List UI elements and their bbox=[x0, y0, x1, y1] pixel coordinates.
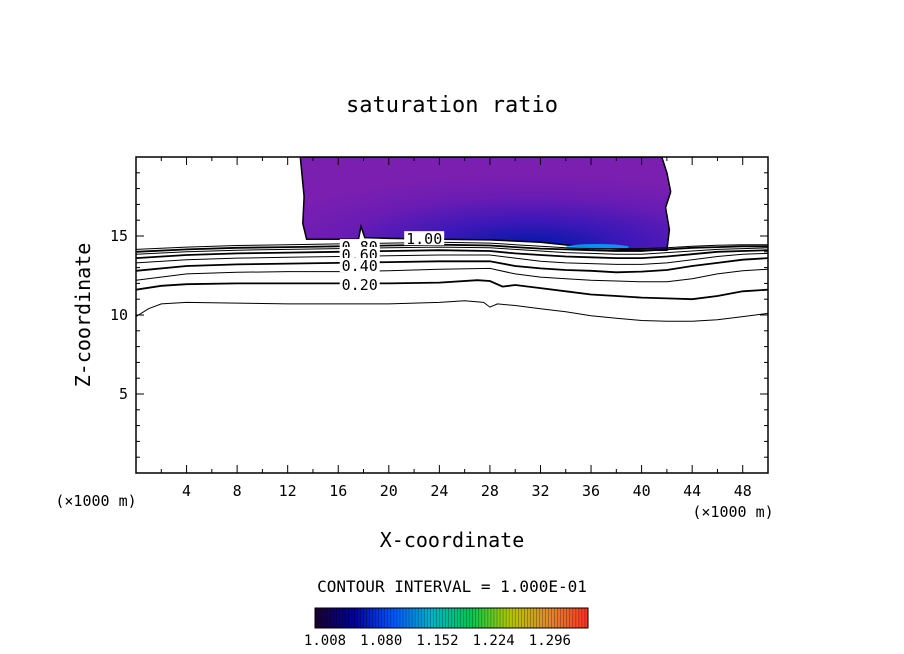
y-tick-label: 5 bbox=[119, 385, 128, 403]
x-axis-unit: (×1000 m) bbox=[692, 503, 773, 521]
x-tick-label: 12 bbox=[279, 482, 297, 500]
colorbar-tick-label: 1.296 bbox=[529, 633, 571, 649]
x-axis-label: X-coordinate bbox=[380, 528, 525, 552]
contour-line bbox=[136, 241, 768, 250]
contour-label-bg bbox=[404, 231, 445, 246]
x-tick-label: 16 bbox=[329, 482, 347, 500]
contour-labels: 1.000.800.600.400.20 bbox=[339, 230, 445, 294]
contour-line bbox=[136, 279, 768, 301]
x-tick-label: 24 bbox=[430, 482, 448, 500]
contour-line bbox=[136, 252, 768, 265]
colorbar-tick-label: 1.224 bbox=[473, 633, 515, 649]
y-tick-label: 15 bbox=[110, 227, 128, 245]
contour-label: 1.00 bbox=[406, 230, 442, 248]
x-axis-ticks: 4 8 12 16 20 24 28 32 36 40 44 48 bbox=[160, 157, 752, 500]
contour-line bbox=[136, 257, 768, 274]
x-tick-label: 32 bbox=[531, 482, 549, 500]
y-tick-label: 10 bbox=[110, 306, 128, 324]
y-axis-unit: (×1000 m) bbox=[55, 492, 136, 510]
x-tick-label: 40 bbox=[633, 482, 651, 500]
x-tick-label: 8 bbox=[233, 482, 242, 500]
colorbar-tick-label: 1.080 bbox=[360, 633, 402, 649]
x-tick-label: 44 bbox=[683, 482, 701, 500]
y-axis-ticks: 5 10 15 bbox=[110, 172, 768, 458]
contour-label: 0.40 bbox=[342, 257, 378, 275]
contour-label-bg bbox=[339, 258, 380, 273]
contour-label-bg bbox=[339, 246, 380, 261]
contour-label-bg bbox=[339, 276, 380, 291]
x-tick-label: 20 bbox=[380, 482, 398, 500]
y-axis-label: Z-coordinate bbox=[71, 243, 95, 388]
contour-line bbox=[136, 267, 768, 283]
x-tick-label: 4 bbox=[182, 482, 191, 500]
colorbar-tick-labels: 1.008 1.080 1.152 1.224 1.296 bbox=[304, 633, 571, 649]
contour-label: 0.20 bbox=[342, 276, 378, 294]
x-tick-label: 28 bbox=[481, 482, 499, 500]
x-tick-label: 36 bbox=[582, 482, 600, 500]
plot-area: 1.000.800.600.400.20 bbox=[136, 157, 768, 322]
colorbar-stripes bbox=[317, 608, 586, 628]
chart-title: saturation ratio bbox=[346, 93, 558, 118]
colorbar-tick-label: 1.008 bbox=[304, 633, 346, 649]
colorbar-tick-label: 1.152 bbox=[416, 633, 458, 649]
x-tick-label: 48 bbox=[734, 482, 752, 500]
contour-line bbox=[136, 249, 768, 259]
contour-lines bbox=[136, 241, 768, 322]
contour-line bbox=[136, 243, 768, 253]
saturated-region bbox=[299, 157, 672, 251]
contour-interval-label: CONTOUR INTERVAL = 1.000E-01 bbox=[317, 577, 587, 596]
contour-line bbox=[136, 300, 768, 322]
contour-line bbox=[136, 246, 768, 255]
